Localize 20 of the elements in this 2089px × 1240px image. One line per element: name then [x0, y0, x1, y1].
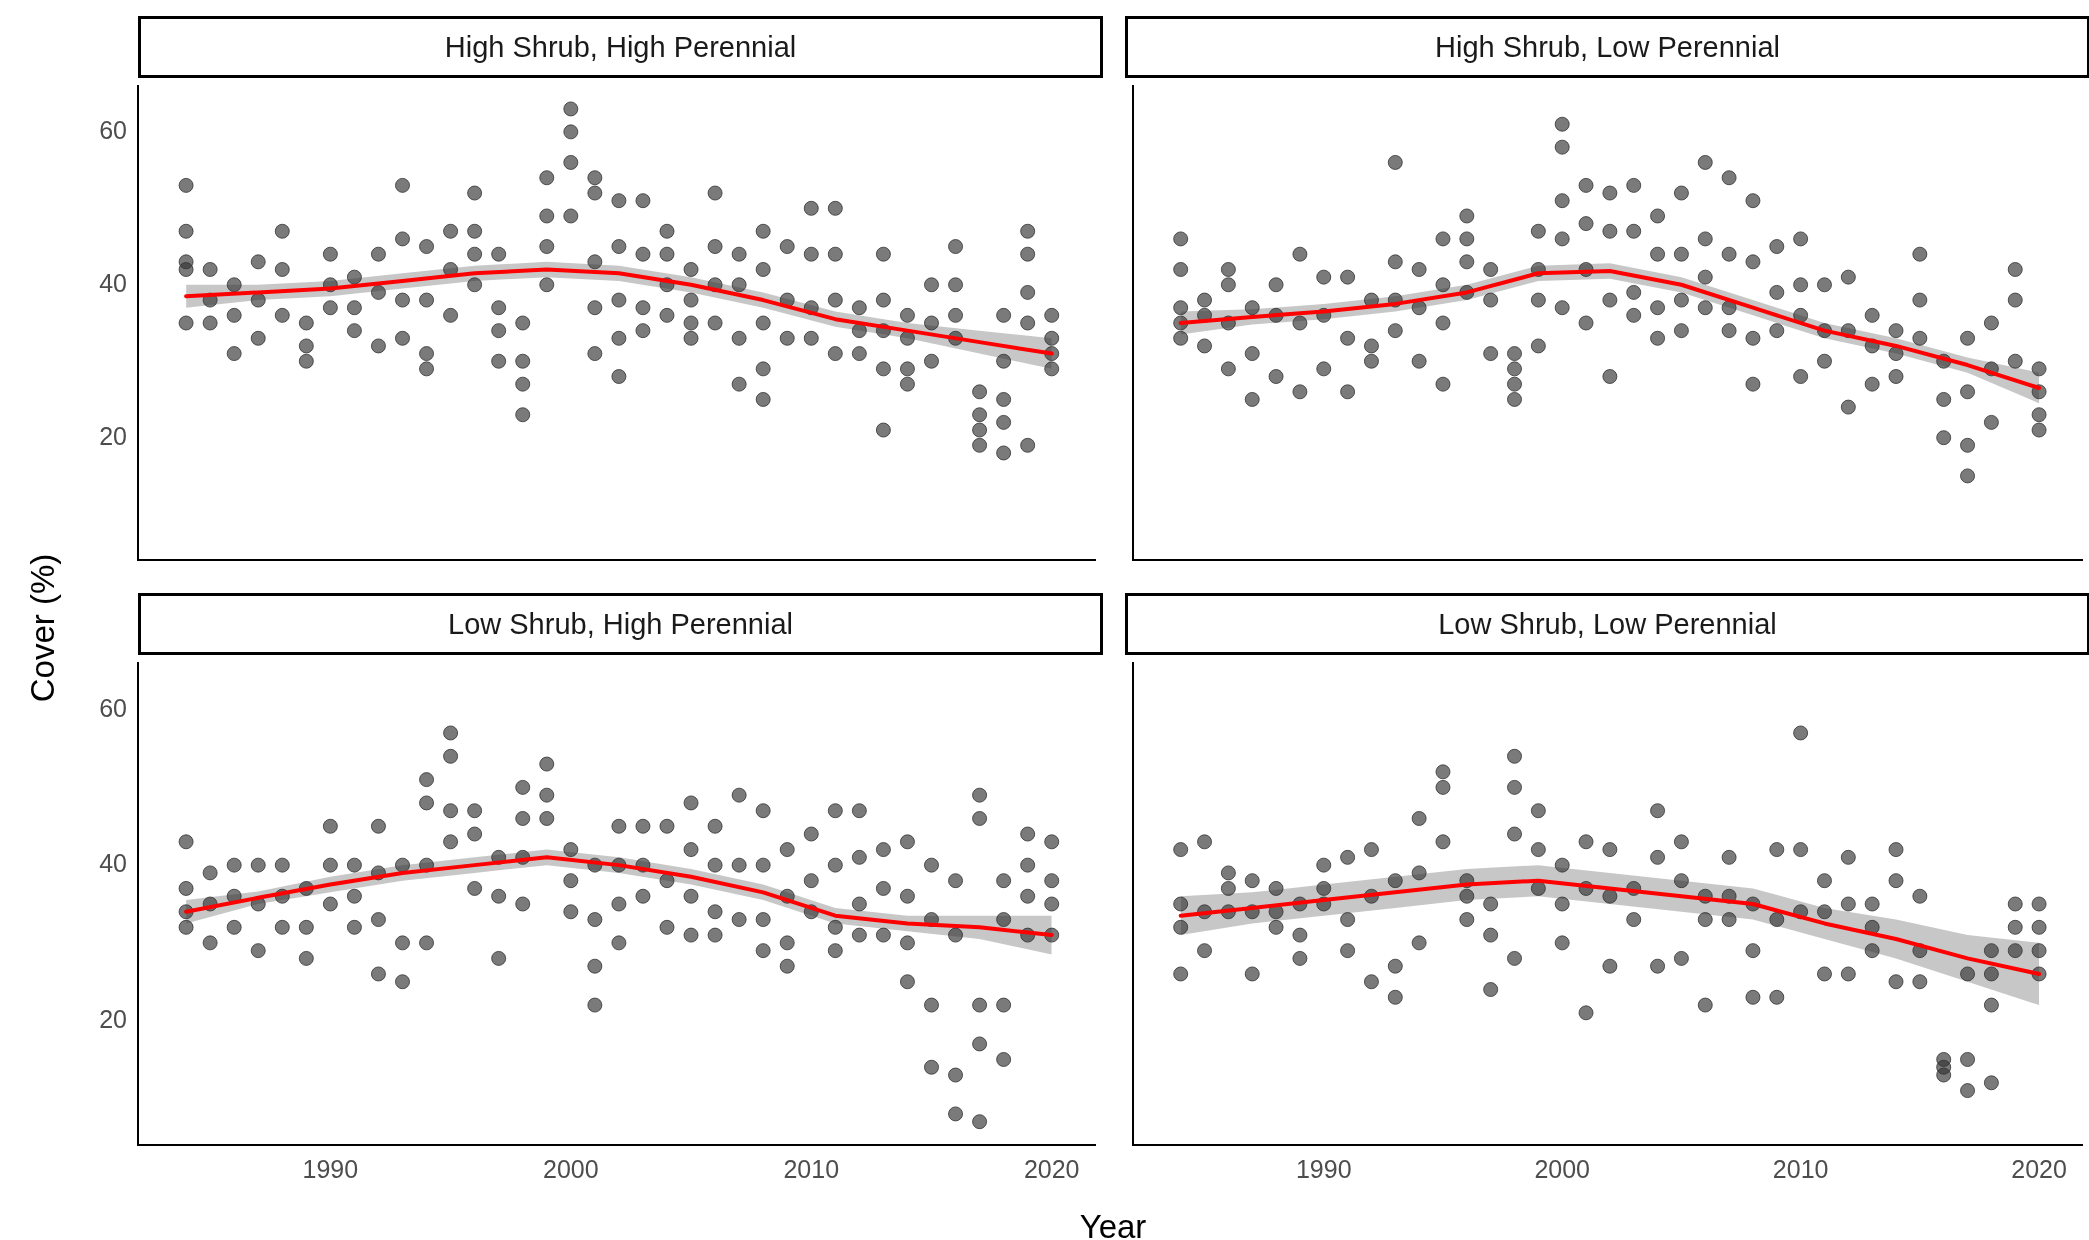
- x-tick-label: 1990: [302, 1154, 359, 1183]
- x-tick-label: 1990: [1295, 1154, 1352, 1183]
- chart-title: Low Shrub, Low Perennial: [1125, 593, 2089, 655]
- y-tick-label: 20: [99, 421, 127, 450]
- y-tick-label: 40: [99, 849, 127, 878]
- chart-title: High Shrub, High Perennial: [138, 16, 1103, 78]
- x-tick-label: 2010: [783, 1154, 840, 1183]
- x-tick-label: 2020: [1023, 1154, 1080, 1183]
- chart-title: Low Shrub, High Perennial: [138, 593, 1103, 655]
- y-tick-label: 40: [99, 268, 127, 297]
- chart-title: High Shrub, Low Perennial: [1125, 16, 2089, 78]
- y-tick-label: 60: [99, 693, 127, 722]
- x-tick-label: 2010: [1772, 1154, 1829, 1183]
- x-tick-label: 2000: [1534, 1154, 1591, 1183]
- y-tick-label: 20: [99, 1004, 127, 1033]
- y-axis-title: Cover (%): [24, 553, 62, 703]
- x-tick-label: 2020: [2011, 1154, 2067, 1183]
- x-tick-label: 2000: [543, 1154, 599, 1183]
- y-tick-label: 60: [99, 115, 127, 144]
- x-axis-title: Year: [1079, 1208, 1147, 1240]
